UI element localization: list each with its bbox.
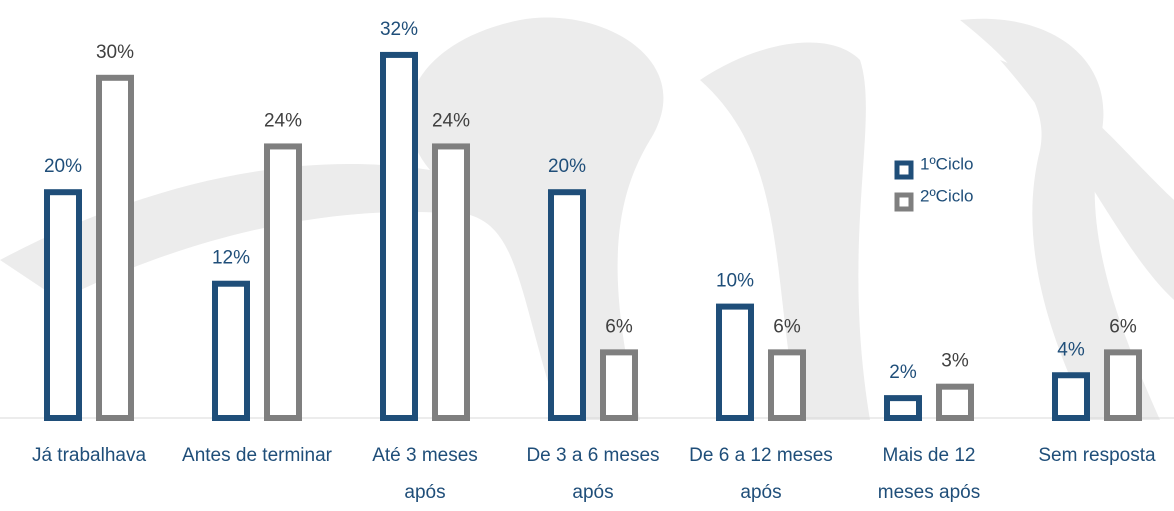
x-tick-label: Mais de 12 meses após xyxy=(877,445,981,503)
legend-swatch xyxy=(894,192,914,212)
bar xyxy=(264,143,302,421)
value-label: 32% xyxy=(380,19,418,40)
bar xyxy=(96,74,134,422)
legend-label: 2ºCiclo xyxy=(920,186,973,205)
bar xyxy=(44,189,82,421)
x-tick-label: De 6 a 12 meses após xyxy=(689,445,833,503)
value-label: 2% xyxy=(889,362,917,383)
value-label: 4% xyxy=(1057,339,1085,360)
bar xyxy=(1052,372,1090,421)
bar xyxy=(1104,349,1142,421)
value-label: 30% xyxy=(96,42,134,63)
bar xyxy=(884,395,922,421)
value-label: 20% xyxy=(44,156,82,177)
value-label: 6% xyxy=(773,316,801,337)
bar xyxy=(768,349,806,421)
value-label: 6% xyxy=(605,316,633,337)
value-label: 3% xyxy=(941,351,969,372)
watermark xyxy=(0,17,1174,421)
value-label: 24% xyxy=(432,110,470,131)
bar xyxy=(548,189,586,421)
legend-label: 1ºCiclo xyxy=(920,154,973,173)
bar xyxy=(936,383,974,421)
value-label: 12% xyxy=(212,248,250,269)
value-label: 6% xyxy=(1109,316,1137,337)
bar xyxy=(212,280,250,421)
x-tick-label: Antes de terminar xyxy=(182,445,332,466)
bar xyxy=(600,349,638,421)
x-tick-label: Sem resposta xyxy=(1038,445,1156,466)
bar xyxy=(716,303,754,422)
bar xyxy=(380,51,418,421)
x-tick-label: Já trabalhava xyxy=(31,445,147,466)
value-label: 20% xyxy=(548,156,586,177)
x-tick-label: De 3 a 6 meses após xyxy=(526,445,660,503)
legend-swatch xyxy=(894,160,914,180)
value-label: 24% xyxy=(264,110,302,131)
x-tick-label: Até 3 meses após xyxy=(372,445,478,503)
value-label: 10% xyxy=(716,271,754,292)
bar xyxy=(432,143,470,421)
